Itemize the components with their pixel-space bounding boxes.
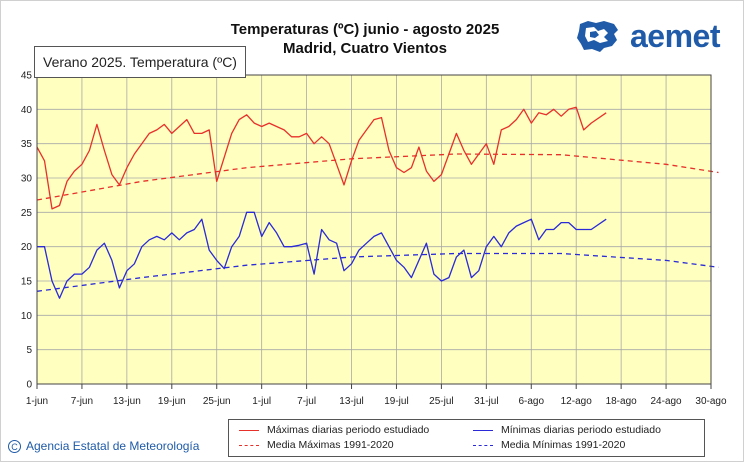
legend-swatch-max-daily (239, 429, 259, 431)
chart-legend: Máximas diarias periodo estudiado Media … (228, 419, 705, 457)
plot-border (36, 74, 712, 385)
legend-label-min-mean: Media Mínimas 1991-2020 (501, 439, 626, 451)
legend-swatch-min-mean (473, 444, 493, 446)
y-tick-label: 25 (21, 208, 33, 219)
axes: 0 5 10 15 20 25 30 35 40 45 1-jun 7-jun 13-jun 19-jun… (21, 71, 727, 408)
x-tick-label: 19-jul (384, 396, 408, 407)
plot-background (37, 75, 711, 384)
series-lines (36, 106, 719, 299)
legend-label-min-daily: Mínimas diarias periodo estudiado (501, 424, 661, 436)
footer-credit-text: Agencia Estatal de Meteorología (26, 439, 200, 453)
y-tick-label: 20 (21, 242, 33, 253)
y-tick-label: 10 (21, 311, 33, 322)
x-tick-label: 13-jun (113, 396, 141, 407)
chart-title-line1: Temperaturas (ºC) junio - agosto 2025 (230, 21, 500, 38)
x-tick-label: 1-jul (252, 396, 271, 407)
legend-item-max-daily: Máximas diarias periodo estudiado (239, 423, 429, 437)
y-tick-label: 5 (26, 345, 32, 356)
footer-credit[interactable]: C Agencia Estatal de Meteorología (8, 439, 199, 453)
series-line-2 (37, 211, 607, 299)
x-tick-label: 7-jul (297, 396, 316, 407)
series-line-0 (36, 106, 607, 210)
y-tick-label: 15 (21, 277, 33, 288)
x-tick-label: 12-ago (561, 396, 593, 407)
chart-title-line2: Madrid, Cuatro Vientos (283, 40, 447, 57)
legend-item-max-mean: Media Máximas 1991-2020 (239, 438, 394, 452)
y-tick-label: 30 (21, 174, 33, 185)
legend-item-min-daily: Mínimas diarias periodo estudiado (473, 423, 661, 437)
copyright-icon: C (8, 439, 21, 453)
legend-swatch-min-daily (473, 429, 493, 431)
x-tick-label: 31-jul (474, 396, 498, 407)
x-tick-label: 6-ago (518, 396, 544, 407)
legend-swatch-max-mean (239, 444, 259, 446)
x-tick-label: 18-ago (606, 396, 638, 407)
legend-item-min-mean: Media Mínimas 1991-2020 (473, 438, 625, 452)
y-tick-label: 35 (21, 139, 33, 150)
x-tick-label: 30-ago (695, 396, 727, 407)
x-tick-label: 7-jun (71, 396, 93, 407)
aemet-logo: aemet (574, 16, 742, 56)
series-line-1 (36, 153, 719, 201)
x-tick-label: 24-ago (650, 396, 682, 407)
series-line-3 (36, 252, 719, 292)
chart-tab-label[interactable]: Verano 2025. Temperatura (ºC) (34, 46, 246, 78)
x-tick-label: 13-jul (339, 396, 363, 407)
x-tick-label: 19-jun (158, 396, 186, 407)
aemet-iberia-logo-icon (577, 21, 618, 52)
x-tick-label: 25-jul (429, 396, 453, 407)
aemet-logo-text: aemet (630, 17, 721, 54)
x-tick-label: 1-jun (26, 396, 48, 407)
legend-label-max-daily: Máximas diarias periodo estudiado (267, 424, 430, 436)
x-tick-label: 25-jun (203, 396, 231, 407)
legend-label-max-mean: Media Máximas 1991-2020 (267, 439, 394, 451)
y-tick-label: 45 (21, 71, 33, 82)
chart-title: Temperaturas (ºC) junio - agosto 2025 Ma… (160, 20, 570, 58)
y-tick-label: 0 (26, 380, 32, 391)
y-tick-label: 40 (21, 105, 33, 116)
